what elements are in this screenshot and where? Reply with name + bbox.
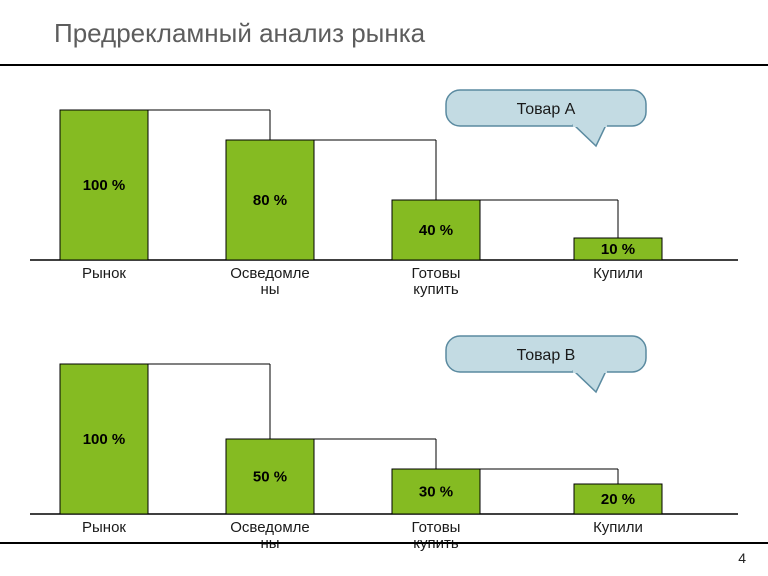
bar-value: 40 % [419, 222, 453, 239]
callout: Товар В [446, 336, 646, 392]
category-label: Рынок [82, 519, 126, 536]
callout-label: Товар В [517, 347, 576, 364]
rule-top [0, 64, 768, 66]
category-label: Купили [593, 519, 643, 536]
category-label: Готовыкупить [412, 265, 461, 298]
page-title: Предрекламный анализ рынка [54, 18, 425, 49]
category-label: Рынок [82, 265, 126, 282]
bar-value: 100 % [83, 431, 126, 448]
category-label: Купили [593, 265, 643, 282]
bar-value: 30 % [419, 484, 453, 501]
bar-value: 80 % [253, 192, 287, 209]
bar-value: 50 % [253, 469, 287, 486]
callout: Товар А [446, 90, 646, 146]
chart-stage: 100 % Рынок 80 % Осведомлены 40 % Готовыкупит… [0, 0, 768, 576]
category-label: Готовыкупить [412, 519, 461, 552]
category-label: Осведомлены [230, 519, 309, 552]
rule-bottom [0, 542, 768, 544]
category-label: Осведомлены [230, 265, 309, 298]
page-number: 4 [738, 550, 746, 566]
bar-value: 20 % [601, 491, 635, 508]
bar-value: 10 % [601, 241, 635, 258]
bar-value: 100 % [83, 177, 126, 194]
callout-label: Товар А [517, 101, 576, 118]
